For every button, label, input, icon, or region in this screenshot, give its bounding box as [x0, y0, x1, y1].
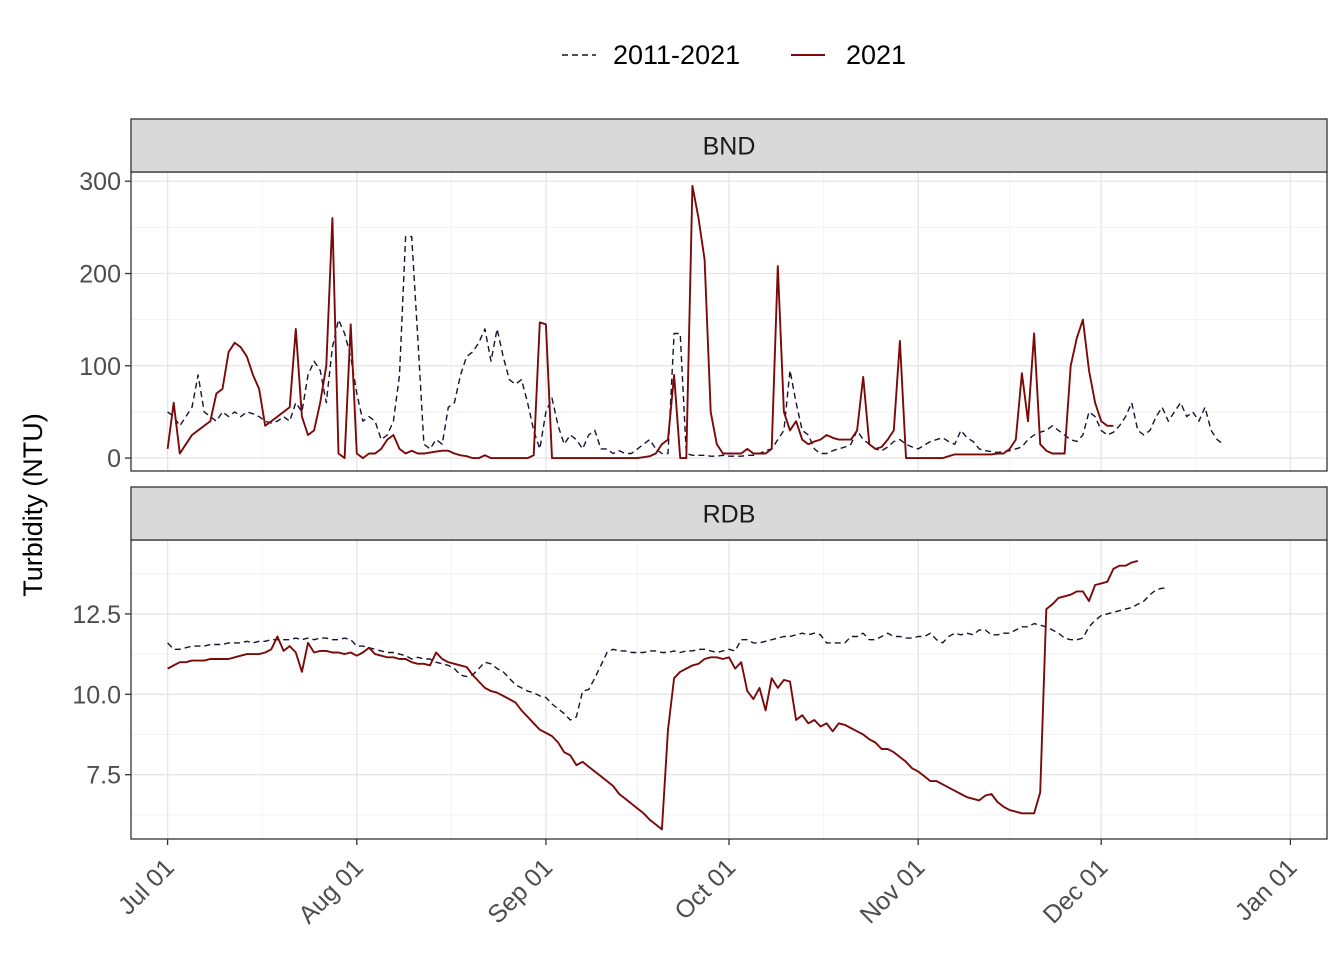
y-tick-label: 200 — [79, 261, 121, 289]
y-tick-label: 0 — [107, 445, 121, 473]
strip-label-bnd: BND — [703, 133, 756, 161]
legend-label-2021: 2021 — [846, 40, 906, 70]
y-axis-title: Turbidity (NTU) — [18, 413, 48, 597]
panel-bnd: 0 100 200 300 BND — [79, 119, 1327, 473]
y-tick-label: 10.0 — [72, 681, 121, 709]
panel-rdb: 7.5 10.0 12.5 RDB — [72, 487, 1327, 839]
strip-label-rdb: RDB — [703, 501, 756, 529]
legend-label-2011-2021: 2011-2021 — [613, 40, 740, 70]
y-tick-label: 300 — [79, 168, 121, 196]
y-tick-label: 100 — [79, 353, 121, 381]
legend: 2011-2021 2021 — [562, 40, 906, 70]
y-tick-label: 7.5 — [86, 762, 121, 790]
y-tick-label: 12.5 — [72, 601, 121, 629]
